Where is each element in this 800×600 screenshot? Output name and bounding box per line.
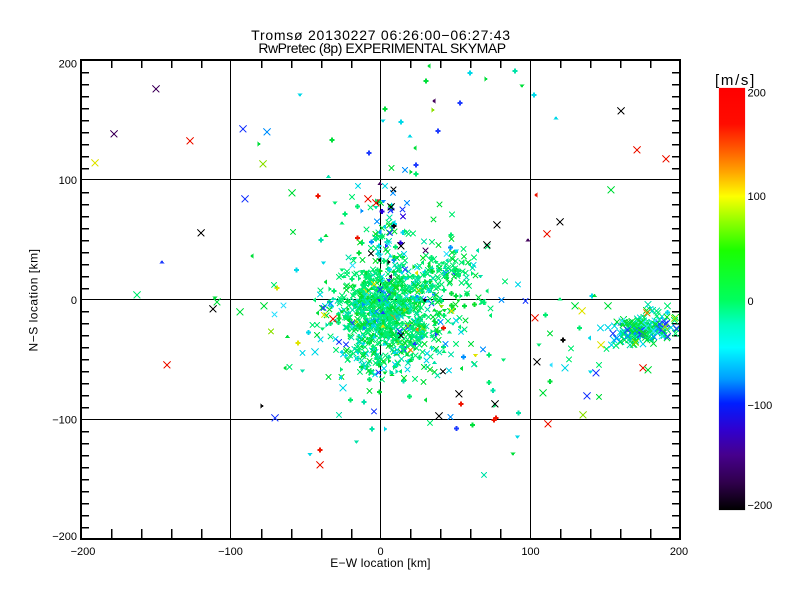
svg-text:−200: −200 (71, 546, 96, 558)
svg-text:200: 200 (670, 546, 688, 558)
svg-text:−100: −100 (52, 415, 77, 427)
svg-text:E−W location [km]: E−W location [km] (330, 556, 430, 570)
svg-text:200: 200 (59, 59, 77, 71)
svg-text:100: 100 (521, 546, 539, 558)
svg-text:[m/s]: [m/s] (715, 72, 756, 89)
svg-text:−100: −100 (748, 400, 773, 412)
svg-text:0: 0 (377, 546, 383, 558)
svg-text:−200: −200 (52, 531, 77, 543)
svg-text:200: 200 (748, 88, 766, 100)
svg-text:100: 100 (59, 175, 77, 187)
svg-text:Tromsø 20130227 06:26:00−06:27: Tromsø 20130227 06:26:00−06:27:43 (251, 27, 511, 43)
svg-text:−200: −200 (748, 500, 773, 512)
svg-text:0: 0 (748, 296, 754, 308)
svg-text:0: 0 (71, 295, 77, 307)
svg-text:N−S location [km]: N−S location [km] (27, 249, 41, 352)
svg-text:100: 100 (748, 191, 766, 203)
svg-text:RwPretec (8p) EXPERIMENTAL SKY: RwPretec (8p) EXPERIMENTAL SKYMAP (258, 40, 505, 56)
svg-text:−100: −100 (218, 546, 243, 558)
